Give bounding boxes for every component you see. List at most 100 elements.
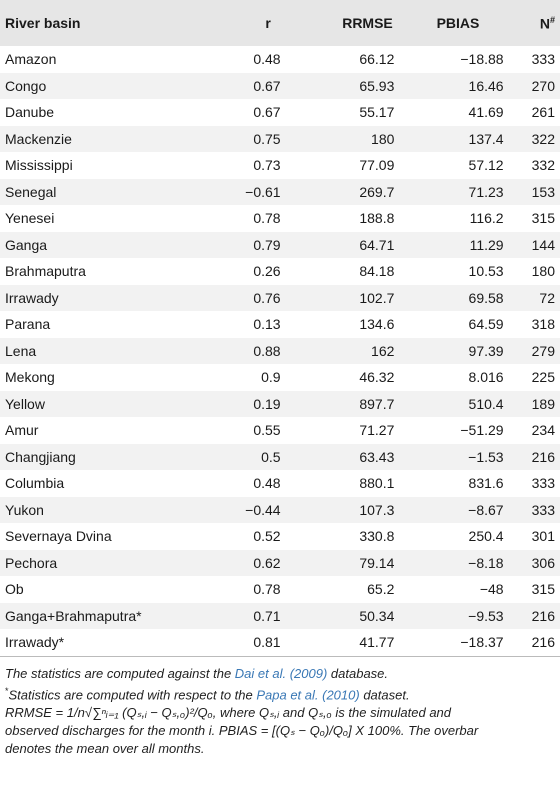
cell-n: 144 bbox=[503, 231, 560, 258]
cell-r: 0.73 bbox=[215, 152, 281, 179]
cell-r: −0.61 bbox=[215, 178, 281, 205]
cell-n: 315 bbox=[503, 576, 560, 603]
cell-rrmse: 55.17 bbox=[280, 99, 395, 126]
header-rrmse: RRMSE bbox=[280, 0, 395, 46]
cell-rrmse: 77.09 bbox=[280, 152, 395, 179]
table-row: Parana 0.13 134.6 64.59 318 bbox=[0, 311, 560, 338]
cell-river-basin: Danube bbox=[0, 99, 216, 126]
cell-river-basin: Irrawady bbox=[0, 284, 216, 311]
cell-n: 301 bbox=[503, 523, 560, 550]
cell-rrmse: 134.6 bbox=[280, 311, 395, 338]
table-body: Amazon 0.48 66.12 −18.88 333 Congo 0.67 65.93 16… bbox=[0, 46, 560, 657]
cell-n: 180 bbox=[503, 258, 560, 285]
cell-n: 333 bbox=[503, 470, 560, 497]
table-row: Mekong 0.9 46.32 8.016 225 bbox=[0, 364, 560, 391]
cell-pbias: 71.23 bbox=[394, 178, 504, 205]
header-river-basin: River basin bbox=[0, 0, 216, 46]
cell-r: 0.71 bbox=[215, 602, 281, 629]
statistics-table: River basin r RRMSE PBIAS N# Amazon 0.48 6… bbox=[0, 0, 560, 657]
cell-pbias: 69.58 bbox=[394, 284, 504, 311]
table-row: Changjiang 0.5 63.43 −1.53 216 bbox=[0, 443, 560, 470]
cell-n: 315 bbox=[503, 205, 560, 232]
cell-rrmse: 84.18 bbox=[280, 258, 395, 285]
cell-r: 0.67 bbox=[215, 72, 281, 99]
cell-river-basin: Mackenzie bbox=[0, 125, 216, 152]
dai-reference-link[interactable]: Dai et al. (2009) bbox=[234, 665, 328, 681]
note-hash: The statistics are computed against the … bbox=[5, 665, 389, 681]
cell-rrmse: 46.32 bbox=[280, 364, 395, 391]
cell-rrmse: 50.34 bbox=[280, 602, 395, 629]
cell-r: 0.48 bbox=[215, 470, 281, 497]
cell-pbias: 16.46 bbox=[394, 72, 504, 99]
cell-pbias: −8.67 bbox=[394, 496, 504, 523]
cell-n: 333 bbox=[503, 46, 560, 73]
cell-r: 0.88 bbox=[215, 337, 281, 364]
cell-r: 0.62 bbox=[215, 549, 281, 576]
cell-pbias: −1.53 bbox=[394, 443, 504, 470]
cell-pbias: 41.69 bbox=[394, 99, 504, 126]
cell-pbias: 510.4 bbox=[394, 390, 504, 417]
cell-rrmse: 107.3 bbox=[280, 496, 395, 523]
cell-rrmse: 65.93 bbox=[280, 72, 395, 99]
cell-n: 216 bbox=[503, 443, 560, 470]
table-row: Mississippi 0.73 77.09 57.12 332 bbox=[0, 152, 560, 179]
cell-r: 0.9 bbox=[215, 364, 281, 391]
cell-r: 0.48 bbox=[215, 46, 281, 73]
cell-river-basin: Irrawady* bbox=[0, 629, 216, 657]
note-rrmse-formula: RRMSE = 1/n√∑ⁿᵢ₌₁ (Qₛ,ᵢ − Qₛ,ₒ)²/Qₒ, whe… bbox=[5, 704, 452, 720]
cell-pbias: 10.53 bbox=[394, 258, 504, 285]
cell-river-basin: Senegal bbox=[0, 178, 216, 205]
cell-n: 306 bbox=[503, 549, 560, 576]
cell-rrmse: 897.7 bbox=[280, 390, 395, 417]
table-row: Ganga+Brahmaputra* 0.71 50.34 −9.53 216 bbox=[0, 602, 560, 629]
table-row: Ganga 0.79 64.71 11.29 144 bbox=[0, 231, 560, 258]
header-pbias: PBIAS bbox=[394, 0, 504, 46]
cell-river-basin: Mississippi bbox=[0, 152, 216, 179]
cell-n: 234 bbox=[503, 417, 560, 444]
cell-river-basin: Yenesei bbox=[0, 205, 216, 232]
table-row: Brahmaputra 0.26 84.18 10.53 180 bbox=[0, 258, 560, 285]
cell-pbias: 8.016 bbox=[394, 364, 504, 391]
cell-river-basin: Parana bbox=[0, 311, 216, 338]
table-row: Severnaya Dvina 0.52 330.8 250.4 301 bbox=[0, 523, 560, 550]
cell-r: 0.81 bbox=[215, 629, 281, 657]
cell-river-basin: Pechora bbox=[0, 549, 216, 576]
cell-rrmse: 63.43 bbox=[280, 443, 395, 470]
cell-river-basin: Congo bbox=[0, 72, 216, 99]
cell-river-basin: Severnaya Dvina bbox=[0, 523, 216, 550]
table-row: Danube 0.67 55.17 41.69 261 bbox=[0, 99, 560, 126]
table-row: Yukon −0.44 107.3 −8.67 333 bbox=[0, 496, 560, 523]
cell-n: 216 bbox=[503, 602, 560, 629]
table-header-row: River basin r RRMSE PBIAS N# bbox=[0, 0, 560, 46]
table-row: Ob 0.78 65.2 −48 315 bbox=[0, 576, 560, 603]
table-row: Pechora 0.62 79.14 −8.18 306 bbox=[0, 549, 560, 576]
cell-n: 216 bbox=[503, 629, 560, 657]
cell-pbias: −9.53 bbox=[394, 602, 504, 629]
cell-river-basin: Brahmaputra bbox=[0, 258, 216, 285]
note-star: *Statistics are computed with respect to… bbox=[5, 685, 410, 702]
cell-river-basin: Changjiang bbox=[0, 443, 216, 470]
cell-rrmse: 188.8 bbox=[280, 205, 395, 232]
cell-n: 322 bbox=[503, 125, 560, 152]
cell-rrmse: 65.2 bbox=[280, 576, 395, 603]
cell-rrmse: 66.12 bbox=[280, 46, 395, 73]
cell-n: 318 bbox=[503, 311, 560, 338]
cell-pbias: 97.39 bbox=[394, 337, 504, 364]
cell-pbias: −18.37 bbox=[394, 629, 504, 657]
cell-pbias: 250.4 bbox=[394, 523, 504, 550]
cell-pbias: 137.4 bbox=[394, 125, 504, 152]
papa-reference-link[interactable]: Papa et al. (2010) bbox=[256, 686, 360, 702]
cell-rrmse: 79.14 bbox=[280, 549, 395, 576]
table-row: Columbia 0.48 880.1 831.6 333 bbox=[0, 470, 560, 497]
cell-rrmse: 71.27 bbox=[280, 417, 395, 444]
cell-n: 270 bbox=[503, 72, 560, 99]
hash-superscript: # bbox=[549, 14, 555, 25]
cell-n: 333 bbox=[503, 496, 560, 523]
cell-n: 225 bbox=[503, 364, 560, 391]
cell-pbias: −18.88 bbox=[394, 46, 504, 73]
header-r: r bbox=[215, 0, 281, 46]
header-n: N# bbox=[503, 0, 560, 46]
table-row: Yellow 0.19 897.7 510.4 189 bbox=[0, 390, 560, 417]
cell-pbias: 831.6 bbox=[394, 470, 504, 497]
table-row: Amur 0.55 71.27 −51.29 234 bbox=[0, 417, 560, 444]
